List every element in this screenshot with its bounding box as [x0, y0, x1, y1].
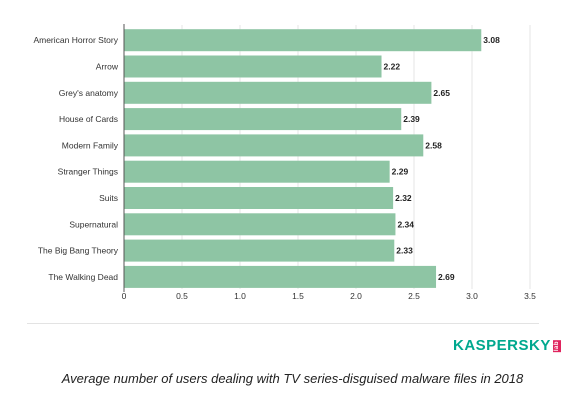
divider [27, 323, 539, 324]
category-label: Grey's anatomy [59, 88, 119, 98]
x-tick-label: 0.5 [176, 291, 188, 301]
category-label: American Horror Story [33, 35, 118, 45]
value-label: 2.34 [397, 219, 414, 229]
value-label: 2.58 [425, 140, 442, 150]
category-label: Arrow [96, 62, 119, 72]
x-tick-label: 3.0 [466, 291, 478, 301]
category-label: Suits [99, 193, 118, 203]
x-tick-label: 2.5 [408, 291, 420, 301]
category-label: House of Cards [59, 114, 118, 124]
bar [124, 29, 482, 52]
value-label: 2.29 [392, 167, 409, 177]
value-label: 2.33 [396, 246, 413, 256]
x-tick-label: 1.5 [292, 291, 304, 301]
category-label: Supernatural [69, 219, 118, 229]
kaspersky-logo: KASPERSKY lab [453, 337, 561, 354]
logo-badge: lab [552, 339, 561, 353]
category-label: The Big Bang Theory [38, 246, 119, 256]
bars [124, 29, 482, 288]
bar-chart: American Horror Story Arrow Grey's anatomy… [33, 24, 537, 301]
value-label: 2.32 [395, 193, 412, 203]
bar [124, 160, 390, 183]
value-labels: 3.08 2.22 2.65 2.39 2.58 2.29 2.32 2.34 2.33 2.69 [384, 35, 501, 282]
value-label: 3.08 [483, 35, 500, 45]
category-label: The Walking Dead [48, 272, 118, 282]
x-tick-label: 0 [122, 291, 127, 301]
category-labels: American Horror Story Arrow Grey's anatomy… [33, 35, 118, 282]
bar [124, 213, 396, 236]
category-label: Modern Family [62, 140, 119, 150]
bar [124, 239, 395, 262]
value-label: 2.65 [433, 88, 450, 98]
bar [124, 81, 432, 104]
bar [124, 108, 402, 131]
value-label: 2.39 [403, 114, 420, 124]
category-label: Stranger Things [58, 167, 118, 177]
x-tick-labels: 0 0.5 1.0 1.5 2.0 2.5 3.0 3.5 [122, 291, 537, 301]
bar [124, 265, 437, 288]
x-tick-label: 1.0 [234, 291, 246, 301]
bar [124, 55, 382, 78]
x-tick-label: 2.0 [350, 291, 362, 301]
logo-brand-text: KASPERSKY [453, 337, 551, 354]
bar [124, 187, 394, 209]
value-label: 2.22 [384, 62, 401, 72]
bar [124, 134, 424, 157]
value-label: 2.69 [438, 272, 455, 282]
chart-caption: Average number of users dealing with TV … [61, 371, 524, 386]
x-tick-label: 3.5 [524, 291, 536, 301]
